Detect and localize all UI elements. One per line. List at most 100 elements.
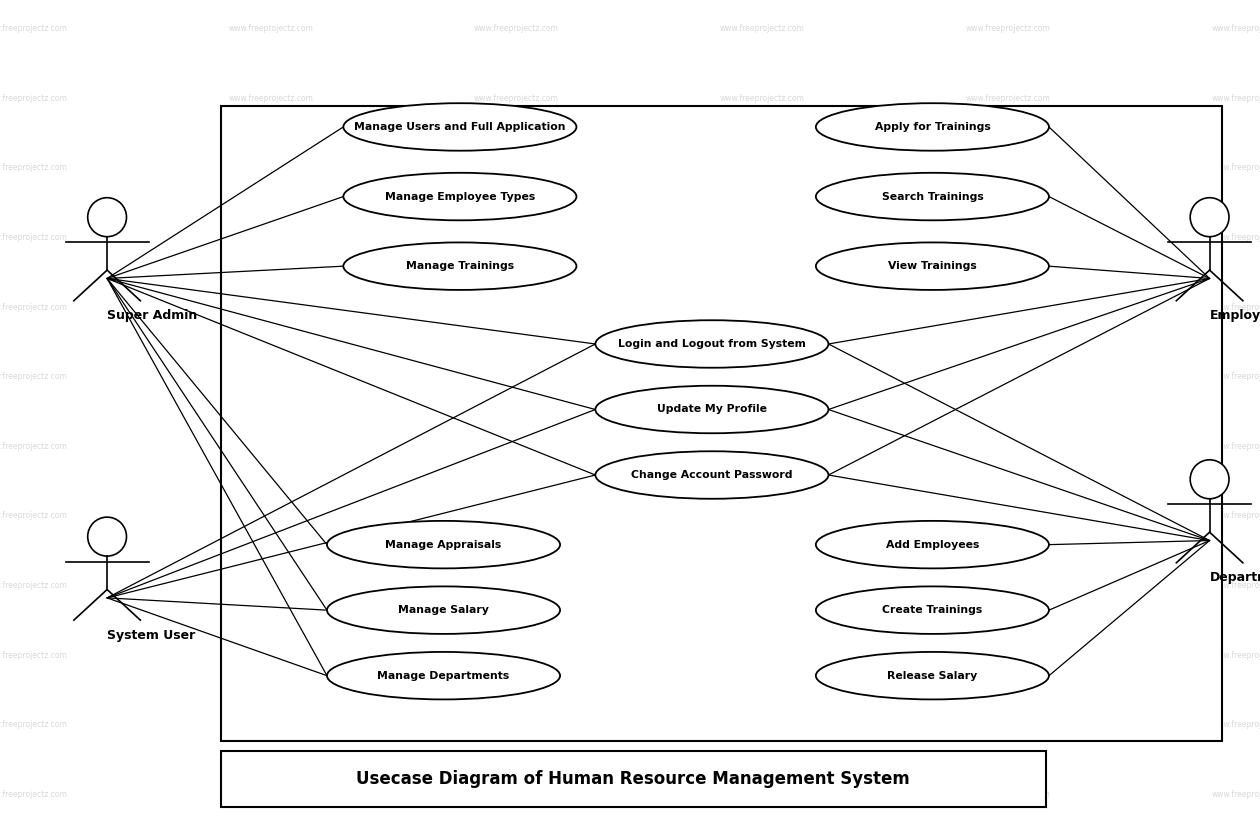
Text: www.freeprojectz.com: www.freeprojectz.com bbox=[228, 373, 314, 381]
Ellipse shape bbox=[343, 173, 576, 220]
Text: www.freeprojectz.com: www.freeprojectz.com bbox=[0, 721, 68, 729]
Text: www.freeprojectz.com: www.freeprojectz.com bbox=[1211, 651, 1260, 659]
Text: www.freeprojectz.com: www.freeprojectz.com bbox=[1211, 442, 1260, 450]
Text: www.freeprojectz.com: www.freeprojectz.com bbox=[228, 651, 314, 659]
Text: www.freeprojectz.com: www.freeprojectz.com bbox=[965, 581, 1051, 590]
Text: www.freeprojectz.com: www.freeprojectz.com bbox=[719, 581, 805, 590]
Text: www.freeprojectz.com: www.freeprojectz.com bbox=[228, 512, 314, 520]
Ellipse shape bbox=[816, 586, 1048, 634]
Text: www.freeprojectz.com: www.freeprojectz.com bbox=[228, 790, 314, 799]
Text: Create Trainings: Create Trainings bbox=[882, 605, 983, 615]
Text: www.freeprojectz.com: www.freeprojectz.com bbox=[965, 442, 1051, 450]
Ellipse shape bbox=[326, 521, 559, 568]
Text: www.freeprojectz.com: www.freeprojectz.com bbox=[228, 303, 314, 311]
Text: Employee: Employee bbox=[1210, 309, 1260, 322]
Text: www.freeprojectz.com: www.freeprojectz.com bbox=[1211, 94, 1260, 102]
Ellipse shape bbox=[1191, 197, 1228, 237]
Ellipse shape bbox=[816, 521, 1048, 568]
Text: www.freeprojectz.com: www.freeprojectz.com bbox=[0, 94, 68, 102]
Text: www.freeprojectz.com: www.freeprojectz.com bbox=[0, 442, 68, 450]
Text: www.freeprojectz.com: www.freeprojectz.com bbox=[228, 442, 314, 450]
Text: www.freeprojectz.com: www.freeprojectz.com bbox=[228, 164, 314, 172]
Text: www.freeprojectz.com: www.freeprojectz.com bbox=[474, 512, 559, 520]
Text: www.freeprojectz.com: www.freeprojectz.com bbox=[0, 25, 68, 33]
Text: www.freeprojectz.com: www.freeprojectz.com bbox=[719, 442, 805, 450]
Text: www.freeprojectz.com: www.freeprojectz.com bbox=[1211, 303, 1260, 311]
Text: Update My Profile: Update My Profile bbox=[656, 405, 767, 414]
Text: www.freeprojectz.com: www.freeprojectz.com bbox=[474, 373, 559, 381]
Text: www.freeprojectz.com: www.freeprojectz.com bbox=[474, 164, 559, 172]
Text: www.freeprojectz.com: www.freeprojectz.com bbox=[965, 233, 1051, 242]
Text: www.freeprojectz.com: www.freeprojectz.com bbox=[1211, 164, 1260, 172]
Text: Manage Users and Full Application: Manage Users and Full Application bbox=[354, 122, 566, 132]
Text: Release Salary: Release Salary bbox=[887, 671, 978, 681]
Ellipse shape bbox=[343, 103, 576, 151]
Ellipse shape bbox=[326, 586, 559, 634]
Text: www.freeprojectz.com: www.freeprojectz.com bbox=[719, 651, 805, 659]
Text: Change Account Password: Change Account Password bbox=[631, 470, 793, 480]
Text: www.freeprojectz.com: www.freeprojectz.com bbox=[0, 373, 68, 381]
Text: www.freeprojectz.com: www.freeprojectz.com bbox=[228, 94, 314, 102]
Text: www.freeprojectz.com: www.freeprojectz.com bbox=[965, 721, 1051, 729]
Text: www.freeprojectz.com: www.freeprojectz.com bbox=[1211, 790, 1260, 799]
Text: Login and Logout from System: Login and Logout from System bbox=[617, 339, 806, 349]
Text: www.freeprojectz.com: www.freeprojectz.com bbox=[1211, 25, 1260, 33]
FancyBboxPatch shape bbox=[220, 106, 1222, 741]
Text: www.freeprojectz.com: www.freeprojectz.com bbox=[1211, 233, 1260, 242]
Text: Manage Departments: Manage Departments bbox=[378, 671, 509, 681]
Text: www.freeprojectz.com: www.freeprojectz.com bbox=[1211, 581, 1260, 590]
Text: Department: Department bbox=[1210, 571, 1260, 584]
Text: Manage Salary: Manage Salary bbox=[398, 605, 489, 615]
Text: Super Admin: Super Admin bbox=[107, 309, 198, 322]
Text: www.freeprojectz.com: www.freeprojectz.com bbox=[0, 651, 68, 659]
Text: www.freeprojectz.com: www.freeprojectz.com bbox=[1211, 373, 1260, 381]
Text: www.freeprojectz.com: www.freeprojectz.com bbox=[0, 512, 68, 520]
Text: www.freeprojectz.com: www.freeprojectz.com bbox=[0, 164, 68, 172]
Text: www.freeprojectz.com: www.freeprojectz.com bbox=[228, 721, 314, 729]
Ellipse shape bbox=[88, 517, 126, 556]
Text: www.freeprojectz.com: www.freeprojectz.com bbox=[0, 303, 68, 311]
FancyBboxPatch shape bbox=[220, 751, 1046, 807]
Text: www.freeprojectz.com: www.freeprojectz.com bbox=[719, 164, 805, 172]
Text: www.freeprojectz.com: www.freeprojectz.com bbox=[719, 25, 805, 33]
Text: www.freeprojectz.com: www.freeprojectz.com bbox=[719, 303, 805, 311]
Text: www.freeprojectz.com: www.freeprojectz.com bbox=[0, 581, 68, 590]
Text: Manage Appraisals: Manage Appraisals bbox=[386, 540, 501, 550]
Text: Usecase Diagram of Human Resource Management System: Usecase Diagram of Human Resource Manage… bbox=[357, 770, 910, 788]
Ellipse shape bbox=[326, 652, 559, 699]
Text: System User: System User bbox=[107, 628, 195, 641]
Text: www.freeprojectz.com: www.freeprojectz.com bbox=[965, 373, 1051, 381]
Text: Manage Trainings: Manage Trainings bbox=[406, 261, 514, 271]
Text: www.freeprojectz.com: www.freeprojectz.com bbox=[0, 790, 68, 799]
Ellipse shape bbox=[816, 173, 1048, 220]
Text: Search Trainings: Search Trainings bbox=[882, 192, 983, 201]
Text: www.freeprojectz.com: www.freeprojectz.com bbox=[965, 651, 1051, 659]
Ellipse shape bbox=[596, 386, 829, 433]
Text: www.freeprojectz.com: www.freeprojectz.com bbox=[474, 790, 559, 799]
Ellipse shape bbox=[1191, 459, 1228, 499]
Text: www.freeprojectz.com: www.freeprojectz.com bbox=[965, 303, 1051, 311]
Text: www.freeprojectz.com: www.freeprojectz.com bbox=[228, 581, 314, 590]
Text: Add Employees: Add Employees bbox=[886, 540, 979, 550]
Text: www.freeprojectz.com: www.freeprojectz.com bbox=[965, 790, 1051, 799]
Text: www.freeprojectz.com: www.freeprojectz.com bbox=[719, 790, 805, 799]
Text: www.freeprojectz.com: www.freeprojectz.com bbox=[474, 233, 559, 242]
Ellipse shape bbox=[816, 103, 1048, 151]
Text: View Trainings: View Trainings bbox=[888, 261, 976, 271]
Text: www.freeprojectz.com: www.freeprojectz.com bbox=[0, 233, 68, 242]
Text: www.freeprojectz.com: www.freeprojectz.com bbox=[474, 581, 559, 590]
Text: www.freeprojectz.com: www.freeprojectz.com bbox=[719, 721, 805, 729]
Ellipse shape bbox=[596, 320, 829, 368]
Text: Apply for Trainings: Apply for Trainings bbox=[874, 122, 990, 132]
Text: www.freeprojectz.com: www.freeprojectz.com bbox=[474, 651, 559, 659]
Text: www.freeprojectz.com: www.freeprojectz.com bbox=[719, 233, 805, 242]
Text: www.freeprojectz.com: www.freeprojectz.com bbox=[719, 373, 805, 381]
Ellipse shape bbox=[816, 652, 1048, 699]
Ellipse shape bbox=[88, 197, 126, 237]
Text: www.freeprojectz.com: www.freeprojectz.com bbox=[228, 25, 314, 33]
Text: www.freeprojectz.com: www.freeprojectz.com bbox=[474, 94, 559, 102]
Text: www.freeprojectz.com: www.freeprojectz.com bbox=[719, 512, 805, 520]
Text: www.freeprojectz.com: www.freeprojectz.com bbox=[1211, 512, 1260, 520]
Text: www.freeprojectz.com: www.freeprojectz.com bbox=[719, 94, 805, 102]
Text: www.freeprojectz.com: www.freeprojectz.com bbox=[1211, 721, 1260, 729]
